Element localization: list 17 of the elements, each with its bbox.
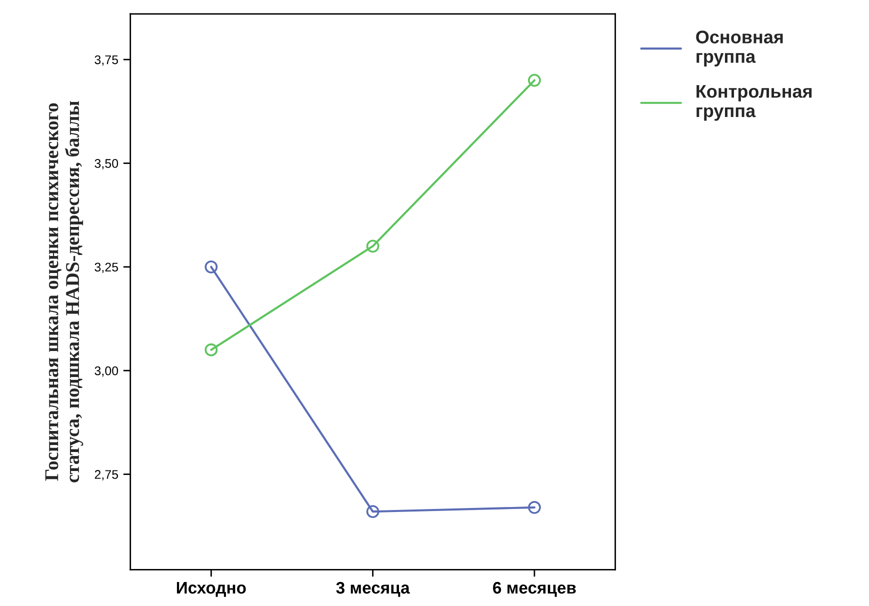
y-axis-title: Госпитальная шкала оценки психического статуса, подшкала HADS-депрессия, баллы <box>45 101 84 482</box>
point <box>366 240 380 253</box>
y-tick-label: 3,00 <box>94 366 118 377</box>
y-tick-label: 3,25 <box>94 262 118 274</box>
point <box>366 505 380 518</box>
point <box>528 74 541 87</box>
legend-label: Основная группа <box>696 30 783 66</box>
y-tick-label: 3,75 <box>94 55 118 66</box>
point <box>528 500 541 514</box>
x-tick-label: 3 месяца <box>336 582 410 597</box>
point <box>204 343 218 356</box>
point <box>204 260 218 274</box>
x-tick-label: 6 месяцев <box>493 582 576 597</box>
y-tick-label: 2,75 <box>94 470 118 480</box>
y-tick-label: 3,50 <box>94 159 118 170</box>
x-tick-label: Исходно <box>176 582 246 597</box>
legend-label: Контрольная группа <box>696 85 812 121</box>
